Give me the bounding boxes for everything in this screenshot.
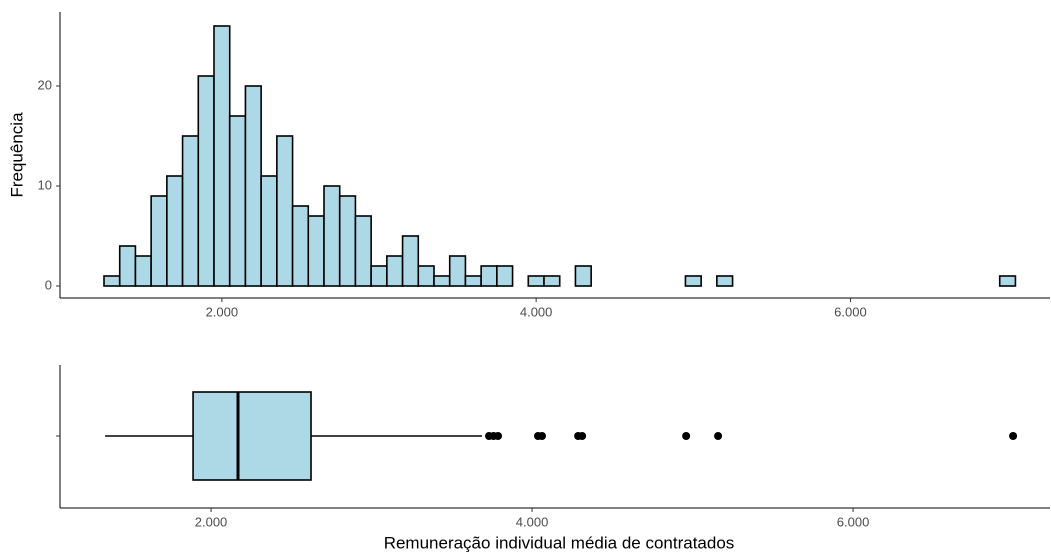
outlier: [714, 432, 723, 440]
bar: [543, 275, 561, 287]
bar: [417, 265, 435, 287]
bar: [244, 85, 262, 287]
outlier: [494, 432, 503, 440]
y-tick-label: 0: [45, 277, 52, 292]
bar: [354, 215, 372, 287]
bar: [998, 275, 1017, 287]
bar: [323, 185, 341, 287]
bar: [276, 135, 294, 287]
x-tick-label: 2.000: [206, 304, 239, 319]
bar: [716, 275, 734, 287]
bar: [464, 275, 482, 287]
y-tick-label: 10: [38, 177, 52, 192]
bar: [181, 135, 200, 287]
bar: [370, 265, 388, 287]
x-tick-label: 6.000: [834, 304, 867, 319]
bar: [401, 235, 420, 287]
bar: [684, 275, 702, 287]
bar: [166, 175, 184, 287]
bar: [103, 275, 121, 287]
bar: [338, 195, 357, 287]
bar: [527, 275, 545, 287]
x-tick-label: 4.000: [520, 304, 553, 319]
bar: [260, 175, 278, 287]
outlier: [537, 432, 546, 440]
bar: [574, 265, 592, 287]
bar: [448, 255, 467, 287]
bar: [307, 215, 325, 287]
x-tick-label: 2.000: [195, 514, 228, 529]
bar: [386, 255, 404, 287]
bar: [118, 245, 137, 287]
x-axis-label: Remuneração individual média de contrata…: [384, 533, 735, 552]
outlier: [578, 432, 587, 440]
x-tick-label: 6.000: [837, 514, 870, 529]
bar: [433, 275, 451, 287]
bar: [291, 205, 310, 287]
bar: [213, 25, 231, 287]
outlier: [682, 432, 691, 440]
y-axis-label: Frequência: [7, 112, 26, 198]
bar: [496, 265, 514, 287]
bar: [150, 195, 168, 287]
bar: [480, 265, 498, 287]
x-tick-label: 4.000: [516, 514, 549, 529]
bar: [197, 75, 215, 287]
box: [192, 391, 312, 481]
outlier: [1009, 432, 1018, 440]
bar: [228, 115, 247, 287]
y-tick-label: 20: [38, 77, 52, 92]
bar: [134, 255, 152, 287]
